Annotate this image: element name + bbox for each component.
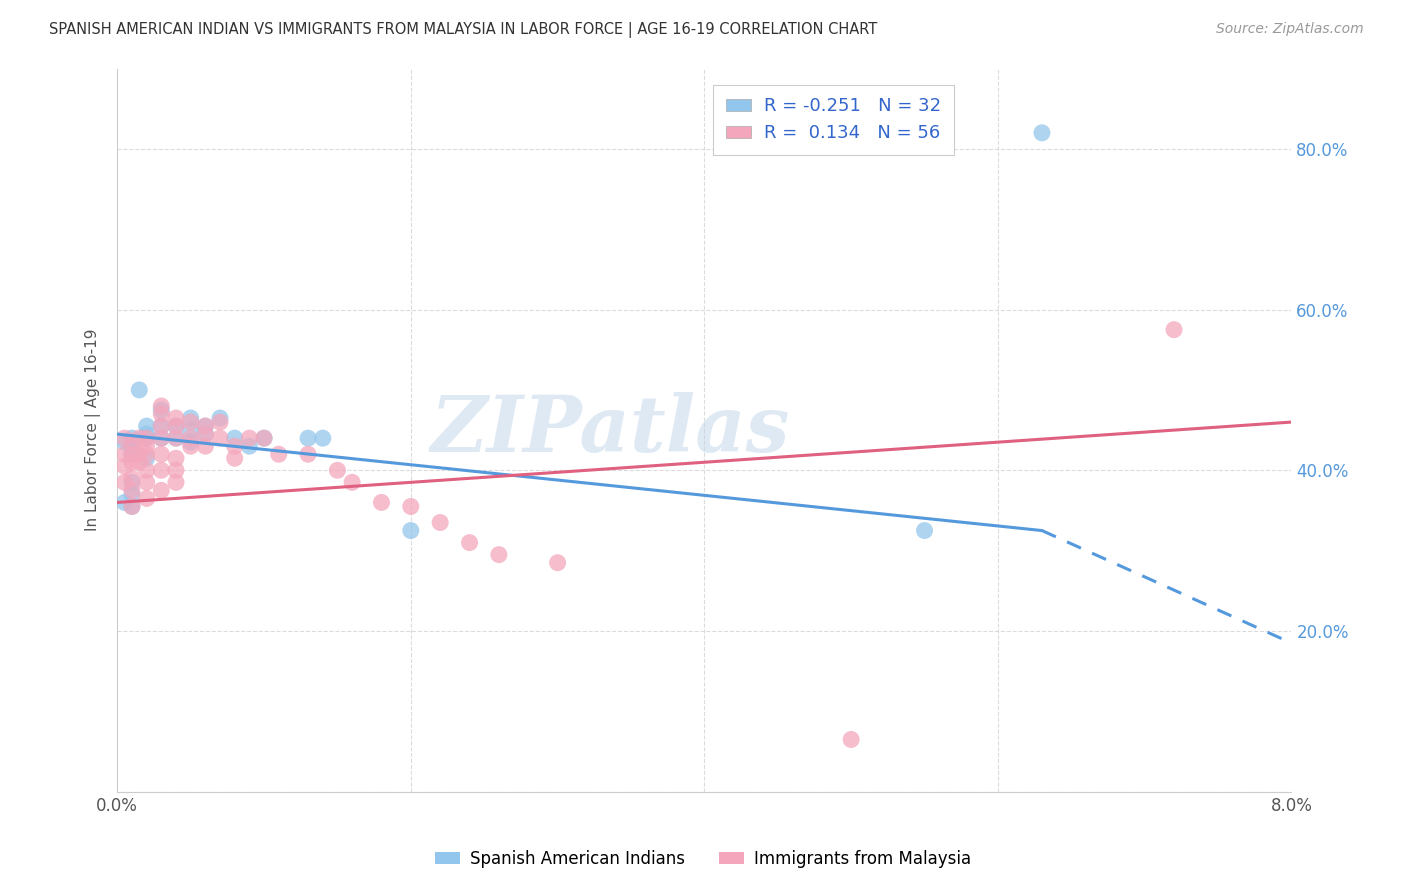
Point xyxy=(180,423,202,437)
Point xyxy=(165,475,187,490)
Point xyxy=(165,419,187,434)
Point xyxy=(114,475,136,490)
Point xyxy=(180,439,202,453)
Point xyxy=(128,447,150,461)
Point xyxy=(180,435,202,450)
Point xyxy=(121,447,143,461)
Point xyxy=(340,475,363,490)
Point xyxy=(135,427,157,442)
Point xyxy=(165,411,187,425)
Point xyxy=(135,439,157,453)
Point xyxy=(370,495,392,509)
Point xyxy=(312,431,335,445)
Point xyxy=(194,419,217,434)
Point xyxy=(121,439,143,453)
Point xyxy=(180,431,202,445)
Text: ZIPatlas: ZIPatlas xyxy=(430,392,790,468)
Point xyxy=(135,463,157,477)
Legend: Spanish American Indians, Immigrants from Malaysia: Spanish American Indians, Immigrants fro… xyxy=(429,844,977,875)
Text: Source: ZipAtlas.com: Source: ZipAtlas.com xyxy=(1216,22,1364,37)
Point xyxy=(114,495,136,509)
Point xyxy=(180,415,202,429)
Point xyxy=(121,500,143,514)
Point xyxy=(121,500,143,514)
Point xyxy=(208,415,231,429)
Point xyxy=(194,439,217,453)
Point xyxy=(121,447,143,461)
Point xyxy=(488,548,510,562)
Point xyxy=(150,447,173,461)
Legend: R = -0.251   N = 32, R =  0.134   N = 56: R = -0.251 N = 32, R = 0.134 N = 56 xyxy=(713,85,953,155)
Point xyxy=(839,732,862,747)
Point xyxy=(121,455,143,469)
Point xyxy=(238,439,260,453)
Point xyxy=(208,431,231,445)
Point xyxy=(253,431,276,445)
Point xyxy=(150,407,173,421)
Point xyxy=(150,463,173,477)
Point xyxy=(165,451,187,466)
Point xyxy=(150,419,173,434)
Point xyxy=(224,439,246,453)
Point xyxy=(399,500,422,514)
Point xyxy=(121,471,143,485)
Text: SPANISH AMERICAN INDIAN VS IMMIGRANTS FROM MALAYSIA IN LABOR FORCE | AGE 16-19 C: SPANISH AMERICAN INDIAN VS IMMIGRANTS FR… xyxy=(49,22,877,38)
Point xyxy=(150,419,173,434)
Point xyxy=(165,463,187,477)
Point xyxy=(165,419,187,434)
Point xyxy=(326,463,349,477)
Point xyxy=(297,447,319,461)
Point xyxy=(297,431,319,445)
Point xyxy=(165,431,187,445)
Point xyxy=(135,431,157,445)
Point xyxy=(458,535,481,549)
Point xyxy=(194,419,217,434)
Point xyxy=(914,524,936,538)
Point xyxy=(128,383,150,397)
Point xyxy=(224,451,246,466)
Point xyxy=(429,516,451,530)
Point xyxy=(150,483,173,498)
Point xyxy=(180,411,202,425)
Y-axis label: In Labor Force | Age 16-19: In Labor Force | Age 16-19 xyxy=(86,329,101,532)
Point xyxy=(121,431,143,445)
Point xyxy=(121,435,143,450)
Point xyxy=(150,403,173,417)
Point xyxy=(128,455,150,469)
Point xyxy=(135,419,157,434)
Point xyxy=(121,487,143,501)
Point xyxy=(135,491,157,506)
Point xyxy=(1163,323,1185,337)
Point xyxy=(194,427,217,442)
Point xyxy=(150,399,173,413)
Point xyxy=(135,475,157,490)
Point xyxy=(1031,126,1053,140)
Point xyxy=(208,411,231,425)
Point xyxy=(135,451,157,466)
Point xyxy=(150,431,173,445)
Point xyxy=(165,431,187,445)
Point xyxy=(121,475,143,490)
Point xyxy=(547,556,569,570)
Point xyxy=(114,435,136,450)
Point xyxy=(135,447,157,461)
Point xyxy=(224,431,246,445)
Point xyxy=(128,431,150,445)
Point xyxy=(238,431,260,445)
Point xyxy=(135,431,157,445)
Point xyxy=(194,427,217,442)
Point xyxy=(399,524,422,538)
Point xyxy=(114,431,136,445)
Point xyxy=(267,447,290,461)
Point xyxy=(114,459,136,474)
Point xyxy=(150,431,173,445)
Point xyxy=(114,447,136,461)
Point xyxy=(253,431,276,445)
Point xyxy=(121,483,143,498)
